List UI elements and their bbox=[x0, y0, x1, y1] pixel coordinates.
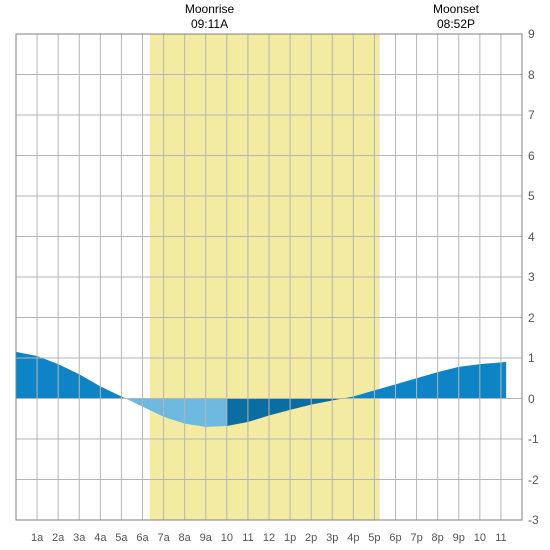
x-tick-label: 3p bbox=[326, 532, 338, 544]
y-tick-label: 6 bbox=[528, 149, 535, 163]
moonset-label: Moonset 08:52P bbox=[426, 2, 486, 32]
x-tick-label: 7p bbox=[410, 532, 422, 544]
x-tick-label: 3a bbox=[73, 532, 85, 544]
x-tick-label: 12 bbox=[263, 532, 275, 544]
y-tick-label: 3 bbox=[528, 270, 535, 284]
x-tick-label: 5a bbox=[115, 532, 127, 544]
y-tick-label: 7 bbox=[528, 108, 535, 122]
y-tick-label: 2 bbox=[528, 311, 535, 325]
x-tick-label: 2a bbox=[52, 532, 64, 544]
x-tick-label: 8a bbox=[179, 532, 191, 544]
x-tick-label: 1a bbox=[31, 532, 43, 544]
x-tick-label: 11 bbox=[495, 532, 506, 544]
y-tick-label: 8 bbox=[528, 68, 535, 82]
x-tick-label: 1p bbox=[284, 532, 296, 544]
y-tick-label: -3 bbox=[528, 513, 539, 527]
tide-chart: -3-2-101234567891a2a3a4a5a6a7a8a9a101112… bbox=[0, 0, 550, 550]
x-tick-label: 9p bbox=[453, 532, 465, 544]
y-tick-label: -2 bbox=[528, 473, 539, 487]
y-tick-label: 5 bbox=[528, 189, 535, 203]
x-tick-label: 7a bbox=[157, 532, 169, 544]
x-tick-label: 6a bbox=[136, 532, 148, 544]
y-tick-label: 0 bbox=[528, 392, 535, 406]
y-tick-label: 9 bbox=[528, 27, 535, 41]
x-tick-label: 4a bbox=[94, 532, 106, 544]
x-tick-label: 5p bbox=[368, 532, 380, 544]
y-tick-label: -1 bbox=[528, 432, 539, 446]
moonrise-label: Moonrise 09:11A bbox=[180, 2, 240, 32]
y-tick-label: 1 bbox=[528, 351, 535, 365]
chart-svg bbox=[0, 0, 550, 550]
x-tick-label: 11 bbox=[242, 532, 253, 544]
x-tick-label: 9a bbox=[200, 532, 212, 544]
x-tick-label: 2p bbox=[305, 532, 317, 544]
x-tick-label: 4p bbox=[347, 532, 359, 544]
x-tick-label: 6p bbox=[389, 532, 401, 544]
x-tick-label: 8p bbox=[432, 532, 444, 544]
x-tick-label: 10 bbox=[474, 532, 486, 544]
x-tick-label: 10 bbox=[221, 532, 233, 544]
y-tick-label: 4 bbox=[528, 230, 535, 244]
